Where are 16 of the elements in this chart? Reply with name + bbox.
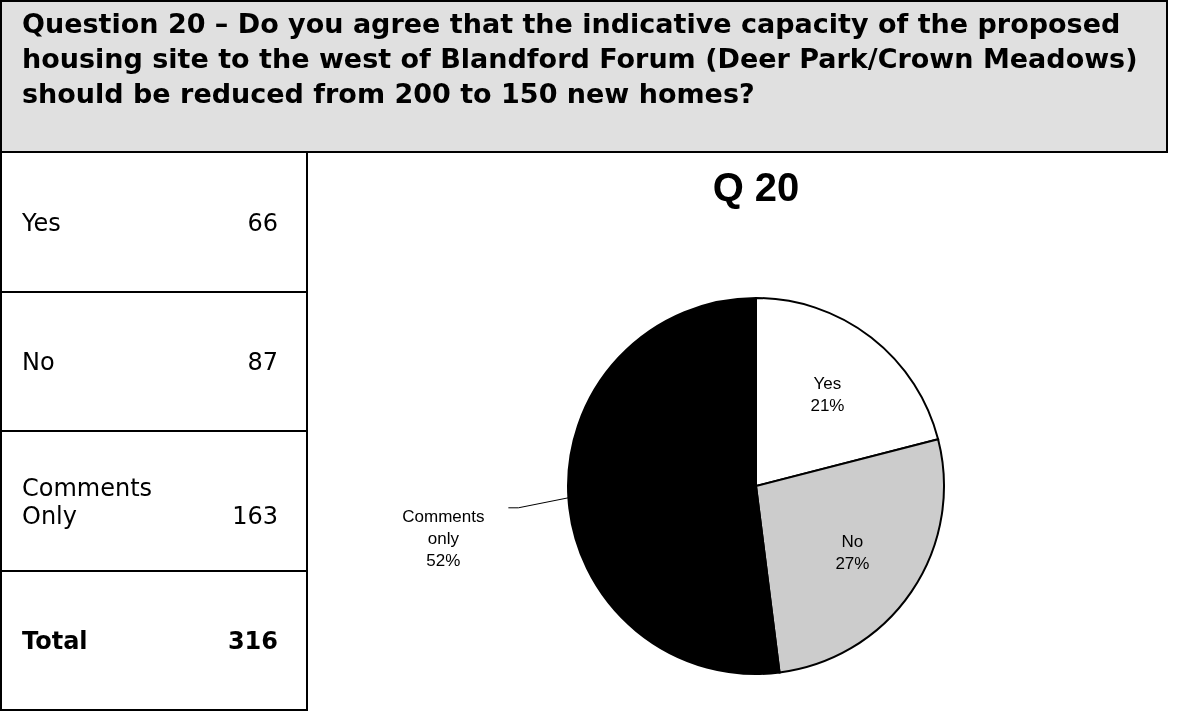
data-label: 52% [426, 550, 461, 570]
text: No [22, 348, 56, 377]
slice-label: No [841, 531, 864, 551]
text: Yes [22, 208, 62, 237]
text: Question 20 – Do you agree that the indicative capacity of the proposed housing site to the west of Blandford Forum (Deer Park/Crown Meadows) should be reduced from 200 to 150 new homes? [0, 0, 1168, 153]
data-label: 21% [810, 395, 845, 415]
text: Total [22, 627, 89, 656]
data-label: 27% [835, 553, 870, 573]
text: 87 [247, 348, 278, 377]
slice-label: Yes [813, 373, 842, 393]
text: 316 [227, 627, 278, 656]
text: Comments Only [22, 473, 154, 530]
text: 163 [232, 501, 278, 530]
chart-title: Q 20 [712, 165, 800, 209]
text: 66 [247, 208, 278, 237]
slice-label: Comments only [402, 506, 485, 548]
